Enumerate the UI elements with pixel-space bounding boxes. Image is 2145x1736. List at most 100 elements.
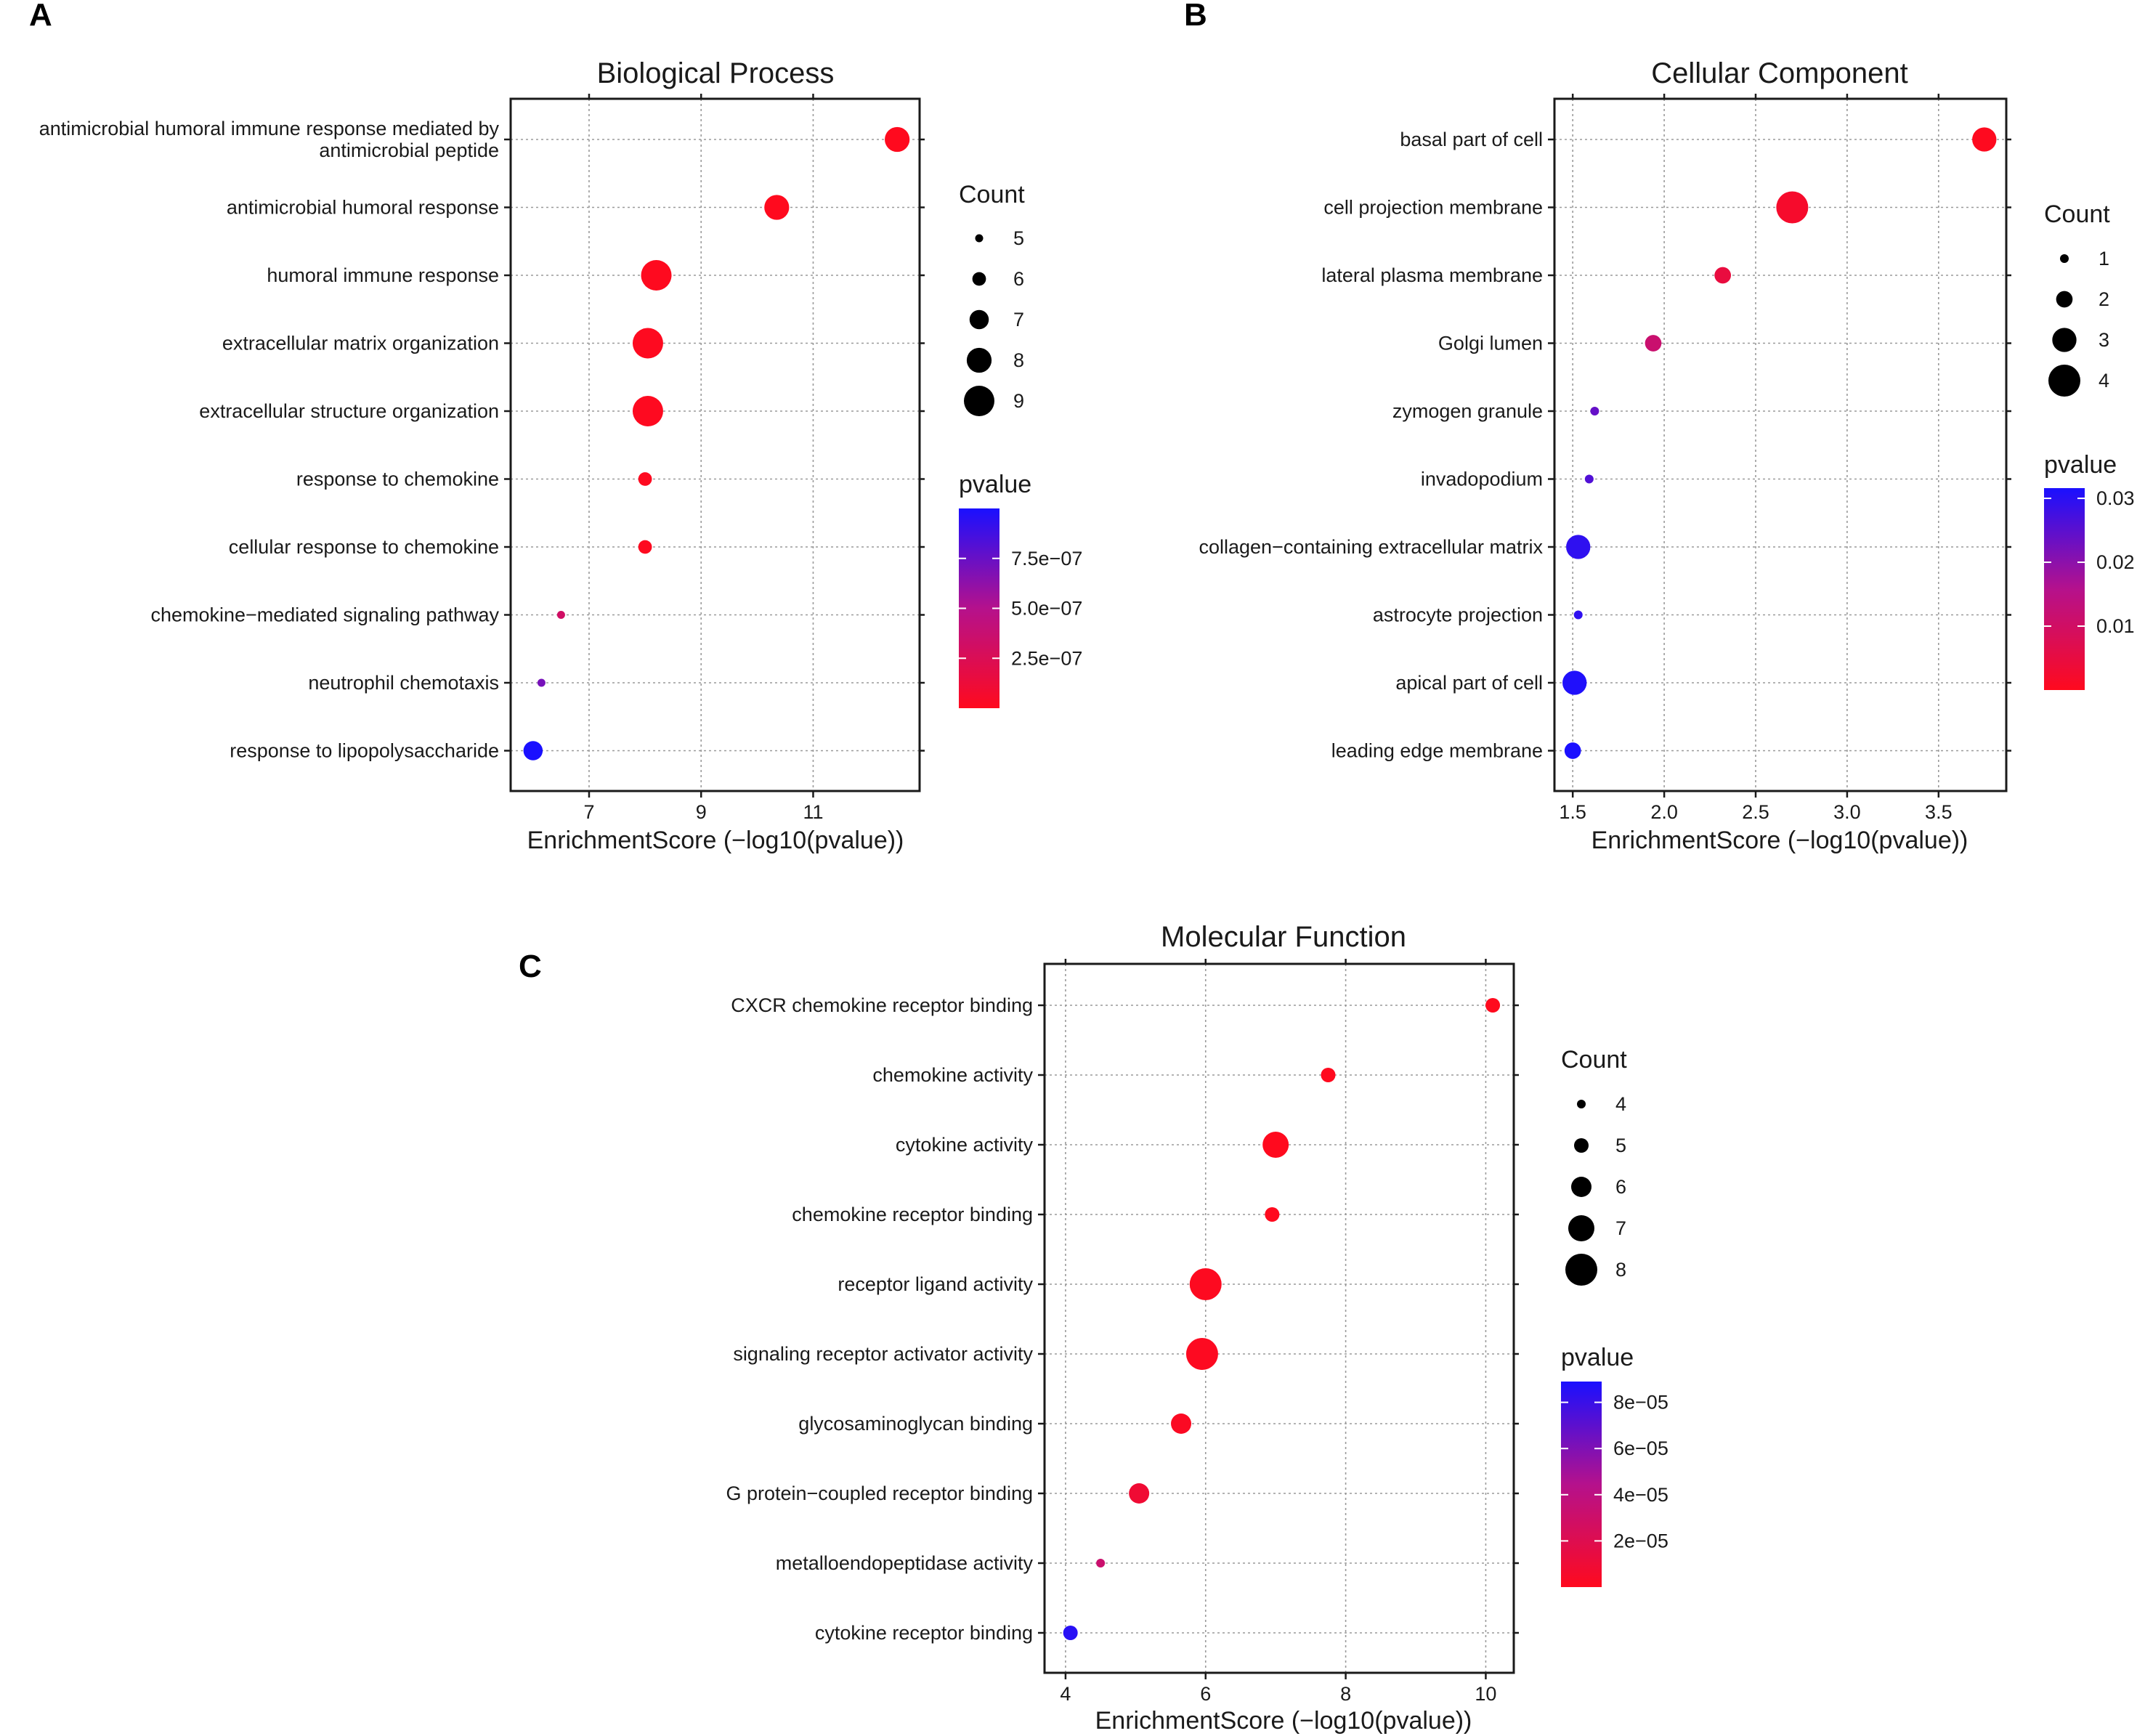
x-tick-label: 1.5 (1559, 801, 1586, 823)
term-label: receptor ligand activity (838, 1273, 1033, 1295)
term-label: cell projection membrane (1323, 197, 1543, 219)
data-point (1321, 1068, 1336, 1082)
data-point (1265, 1207, 1280, 1222)
panel-label-b: B (1184, 0, 1207, 33)
pvalue-colorbar (2044, 488, 2085, 690)
x-axis-label: EnrichmentScore (−log10(pvalue)) (527, 827, 904, 854)
term-label: cytokine activity (896, 1134, 1034, 1156)
x-tick-label: 10 (1475, 1683, 1496, 1705)
term-label: metalloendopeptidase activity (776, 1552, 1034, 1574)
colorbar-tick-label: 6e−05 (1613, 1437, 1668, 1459)
x-tick-label: 11 (803, 801, 823, 823)
count-legend-dot (2048, 365, 2080, 397)
data-point (1096, 1559, 1106, 1567)
count-legend-label: 5 (1013, 227, 1024, 249)
colorbar-tick-label: 8e−05 (1613, 1392, 1668, 1413)
count-legend-label: 1 (2099, 248, 2109, 269)
count-legend-dot (1571, 1177, 1591, 1197)
count-legend-dot (1577, 1100, 1586, 1108)
term-label: chemokine activity (872, 1064, 1033, 1086)
data-point (1645, 335, 1662, 352)
biological-process-panel: Biological Process 7 9 11 EnrichmentScore (−… (39, 57, 1083, 854)
data-point (638, 540, 652, 554)
data-point (1564, 742, 1581, 759)
data-point (1063, 1626, 1078, 1640)
x-tick-label: 3.0 (1833, 801, 1861, 823)
term-label: antimicrobial humoral immune response me… (39, 118, 500, 139)
term-label: leading edge membrane (1331, 740, 1543, 762)
data-point (638, 472, 652, 486)
term-label: extracellular structure organization (199, 400, 499, 422)
term-label: chemokine−mediated signaling pathway (150, 604, 499, 626)
term-label: Golgi lumen (1438, 333, 1543, 354)
term-label: humoral immune response (267, 264, 499, 286)
term-label: cellular response to chemokine (229, 536, 499, 558)
term-label: chemokine receptor binding (792, 1204, 1033, 1225)
chart-title: Biological Process (597, 57, 835, 89)
plot-frame (509, 97, 921, 792)
colorbar-tick-label: 4e−05 (1613, 1484, 1668, 1506)
term-label: zymogen granule (1392, 400, 1543, 422)
count-legend-title: Count (959, 181, 1025, 208)
count-legend-dot (975, 234, 984, 243)
data-point (1189, 1268, 1222, 1300)
plot-frame (1043, 962, 1515, 1674)
data-point (1129, 1483, 1150, 1504)
count-legend-dot (972, 272, 986, 286)
count-legend-dot (2052, 328, 2077, 352)
count-legend-label: 7 (1013, 309, 1024, 330)
count-legend-title: Count (1561, 1046, 1627, 1074)
panel-label-c: C (519, 949, 542, 984)
x-tick-label: 8 (1340, 1683, 1351, 1705)
data-point (1485, 998, 1501, 1013)
term-label: G protein−coupled receptor binding (726, 1483, 1033, 1504)
count-legend-dot (2056, 291, 2073, 308)
data-point (632, 396, 663, 426)
plot-frame (1553, 97, 2008, 792)
pvalue-legend-title: pvalue (959, 471, 1031, 498)
data-point (1566, 535, 1591, 559)
term-label: apical part of cell (1395, 672, 1543, 694)
chart-title: Molecular Function (1161, 921, 1406, 953)
pvalue-colorbar (1561, 1382, 1602, 1587)
count-legend-label: 2 (2099, 288, 2109, 310)
term-label: extracellular matrix organization (222, 333, 499, 354)
colorbar-tick-label: 5.0e−07 (1011, 598, 1082, 620)
data-point (1714, 267, 1732, 284)
count-legend-label: 9 (1013, 390, 1024, 412)
count-legend-label: 7 (1615, 1217, 1626, 1239)
data-point (632, 328, 663, 359)
count-legend-label: 8 (1013, 349, 1024, 371)
colorbar-tick-label: 0.03 (2096, 487, 2135, 509)
data-point (1185, 1338, 1218, 1370)
term-label: cytokine receptor binding (815, 1622, 1033, 1644)
colorbar-tick-label: 2e−05 (1613, 1530, 1668, 1552)
count-legend-label: 6 (1013, 268, 1024, 290)
count-legend-dot (2060, 254, 2069, 263)
count-legend-label: 4 (2099, 370, 2109, 392)
term-label: response to lipopolysaccharide (230, 740, 499, 762)
term-label: signaling receptor activator activity (733, 1343, 1033, 1365)
data-point (1573, 610, 1583, 620)
term-label: invadopodium (1421, 469, 1543, 490)
count-legend-dot (1568, 1215, 1594, 1241)
count-legend-label: 6 (1615, 1176, 1626, 1198)
count-legend-label: 5 (1615, 1135, 1626, 1156)
data-point (1584, 474, 1594, 484)
colorbar-tick-label: 7.5e−07 (1011, 548, 1082, 569)
count-legend-label: 8 (1615, 1259, 1626, 1281)
data-point (764, 195, 790, 220)
term-label: neutrophil chemotaxis (308, 672, 499, 694)
panel-label-a: A (29, 0, 52, 33)
count-legend-title: Count (2044, 200, 2110, 228)
data-point (885, 126, 910, 153)
x-tick-label: 2.0 (1650, 801, 1678, 823)
cellular-component-panel: Cellular Component 1.5 2.0 2.5 3.0 3.5 Enrichm… (1199, 57, 2134, 854)
colorbar-tick-label: 2.5e−07 (1011, 647, 1082, 669)
data-point (641, 260, 672, 291)
term-label: basal part of cell (1400, 129, 1543, 150)
data-point (1262, 1132, 1289, 1158)
count-legend-dot (966, 347, 992, 373)
